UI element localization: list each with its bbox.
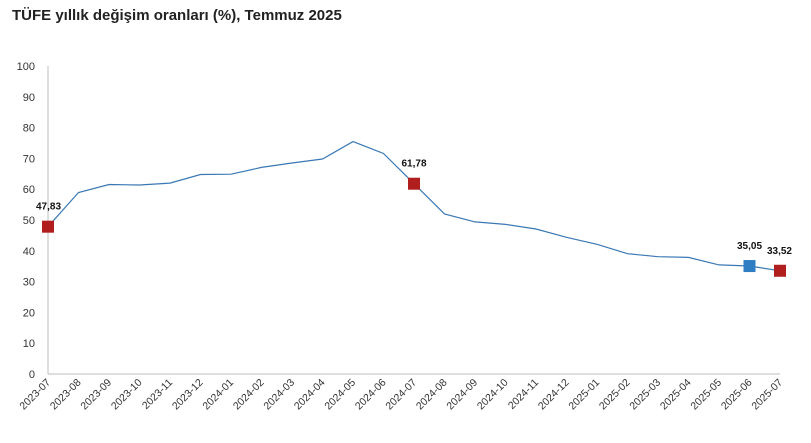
x-tick-label: 2025-01 [566, 377, 602, 413]
x-tick-label: 2023-07 [17, 377, 53, 413]
x-tick-label: 2024-03 [261, 377, 297, 413]
x-tick-label: 2023-09 [78, 377, 114, 413]
x-tick-label: 2024-05 [322, 377, 358, 413]
x-tick-label: 2024-10 [475, 377, 511, 413]
x-tick-label: 2024-04 [292, 377, 328, 413]
y-axis-ticks: 0 10 20 30 40 50 60 70 80 90 100 [17, 61, 35, 381]
x-tick-label: 2024-06 [353, 377, 389, 413]
y-tick-label: 10 [23, 338, 35, 350]
x-tick-label: 2023-12 [170, 377, 206, 413]
y-tick-label: 80 [23, 123, 35, 135]
data-marker [408, 177, 420, 190]
x-tick-label: 2024-01 [200, 377, 236, 413]
y-tick-label: 60 [23, 184, 35, 196]
y-tick-label: 40 [23, 246, 35, 258]
x-tick-label: 2025-02 [597, 377, 633, 413]
data-label: 47,83 [36, 202, 61, 213]
x-tick-label: 2023-10 [109, 377, 145, 413]
x-tick-label: 2025-06 [719, 377, 755, 413]
y-tick-label: 90 [23, 92, 35, 104]
x-tick-label: 2023-11 [140, 377, 175, 412]
x-tick-label: 2024-09 [444, 377, 480, 413]
x-tick-label: 2024-02 [231, 377, 267, 413]
chart-title: TÜFE yıllık değişim oranları (%), Temmuz… [12, 7, 342, 24]
y-tick-label: 30 [23, 277, 35, 289]
x-tick-label: 2025-03 [627, 377, 663, 413]
x-tick-label: 2025-04 [658, 377, 694, 413]
x-tick-label: 2025-05 [688, 377, 724, 413]
x-tick-label: 2025-07 [749, 377, 785, 413]
x-axis-ticks: 2023-072023-082023-092023-102023-112023-… [17, 377, 785, 413]
y-tick-label: 20 [23, 307, 35, 319]
y-tick-label: 0 [29, 369, 35, 381]
y-tick-label: 100 [17, 61, 35, 73]
x-tick-label: 2023-08 [48, 377, 84, 413]
data-marker [774, 264, 786, 277]
data-marker [42, 220, 54, 233]
annotations-group: 47,83 61,78 35,05 33,52 [36, 159, 792, 277]
data-label: 61,78 [401, 159, 426, 170]
y-tick-label: 70 [23, 153, 35, 165]
x-tick-label: 2024-07 [383, 377, 419, 413]
y-tick-label: 50 [23, 215, 35, 227]
data-label: 35,05 [737, 241, 762, 252]
data-marker [743, 260, 756, 273]
x-tick-label: 2024-12 [536, 377, 572, 413]
data-label: 33,52 [767, 246, 792, 257]
x-tick-label: 2024-08 [414, 377, 450, 413]
x-tick-label: 2024-11 [506, 377, 541, 412]
